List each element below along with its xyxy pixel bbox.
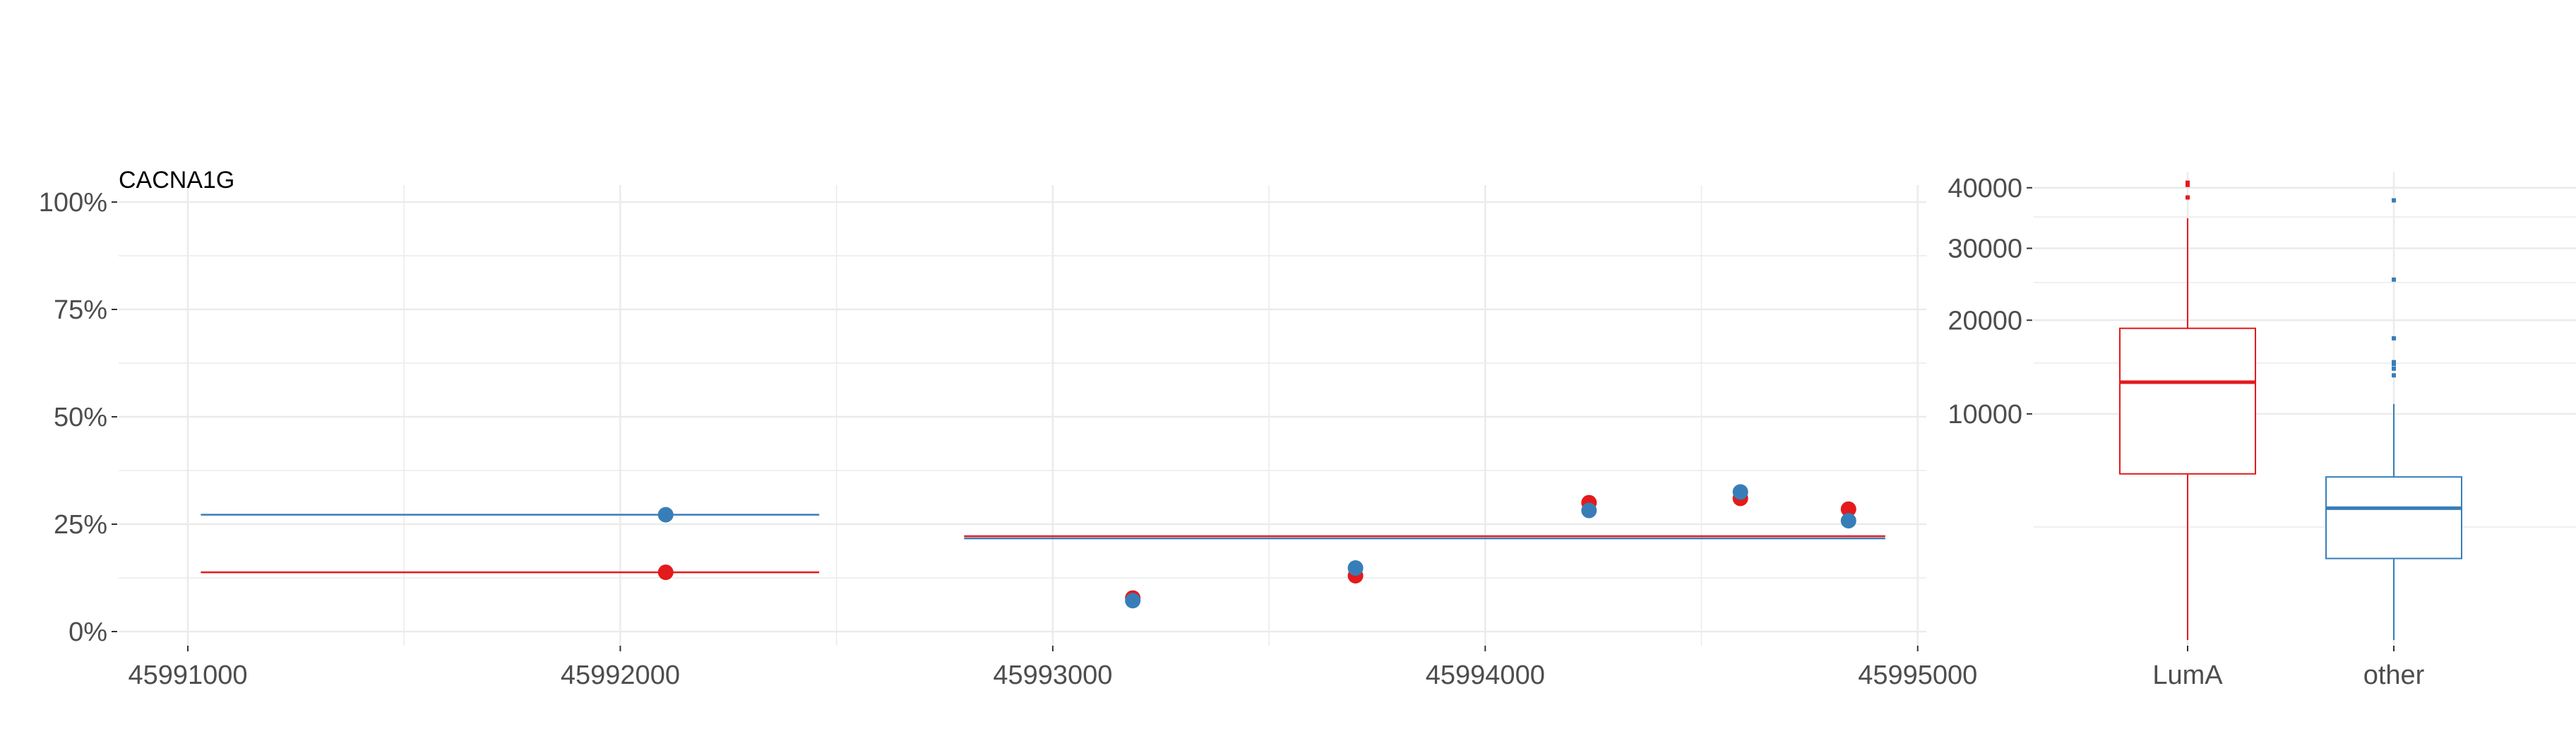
y-tick-label: 75% [54,295,107,325]
right-y-tick-label: 40000 [1948,174,2022,203]
data-point [1125,593,1141,609]
left-plot-background [119,185,1926,646]
x-tick-label: 45994000 [1426,661,1545,690]
outlier [2392,373,2396,378]
category-label: LumA [2152,661,2223,690]
box [2325,476,2462,560]
right-y-tick-label: 20000 [1948,306,2022,336]
data-point [657,564,674,581]
x-tick-label: 45993000 [993,661,1112,690]
outlier [2392,366,2396,371]
expression-boxplot-panel: 10000 20000 30000 40000 LumA other [1948,172,2576,690]
data-point [1581,502,1597,519]
outlier [2186,182,2190,187]
x-tick-label: 45995000 [1858,661,1977,690]
data-point [1732,484,1748,500]
mean-segments [201,514,1885,574]
boxplots [2119,180,2462,640]
methylation-points [657,484,1856,609]
x-tick-label: 45991000 [128,661,247,690]
y-tick-label: 50% [54,403,107,432]
outlier [2392,336,2396,341]
data-point [657,507,674,523]
right-y-tick-label: 10000 [1948,400,2022,430]
outlier [2186,180,2190,185]
data-point [1840,513,1856,529]
outlier [2392,198,2396,203]
x-tick-label: 45992000 [561,661,680,690]
left-gridlines [119,185,1926,646]
right-axis-ticks: 10000 20000 30000 40000 LumA other [1948,174,2424,690]
outlier [2186,195,2190,200]
methylation-scatter-panel: 45991000 45992000 45993000 45994000 45995000… [39,167,1977,690]
right-plot-background [2034,172,2576,646]
data-point [1347,560,1364,576]
right-y-tick-label: 30000 [1948,235,2022,264]
gene-title: CACNA1G [119,167,234,194]
category-label: other [2363,661,2425,690]
data-point [1840,501,1856,517]
box [2119,327,2256,475]
y-tick-label: 100% [39,188,107,218]
outlier [2392,360,2396,365]
y-tick-label: 25% [54,510,107,540]
left-axis-ticks: 45991000 45992000 45993000 45994000 45995000… [39,188,1977,690]
y-tick-label: 0% [68,617,107,647]
outlier [2392,277,2396,282]
